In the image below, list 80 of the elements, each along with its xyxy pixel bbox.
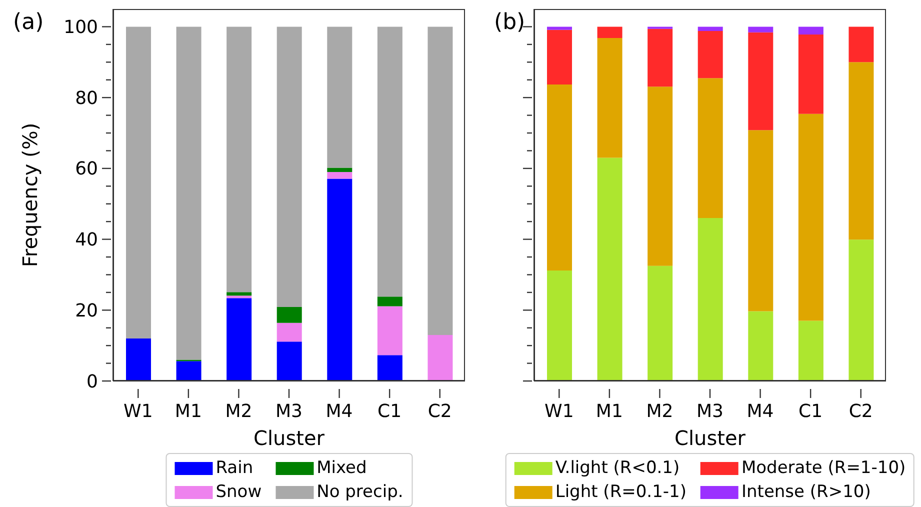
x-axis-title: Cluster (674, 426, 746, 450)
x-tick-label: M4 (746, 401, 774, 422)
legend-label: Intense (R>10) (741, 482, 871, 502)
bar (798, 320, 824, 381)
x-axis-title: Cluster (254, 426, 326, 450)
bar (698, 30, 723, 78)
x-tick-label: M2 (646, 401, 674, 422)
bar (327, 26, 352, 168)
bar (276, 322, 302, 342)
chart-title: (a) (13, 10, 44, 35)
bar (848, 26, 874, 62)
bar (698, 218, 723, 381)
bar (377, 26, 402, 297)
bar (798, 114, 824, 321)
bar (126, 338, 151, 381)
bar (226, 26, 252, 292)
y-tick-label: 40 (75, 230, 98, 251)
bar (377, 306, 402, 356)
legend-label: Snow (216, 482, 262, 502)
bar (748, 311, 774, 381)
bar (748, 130, 774, 312)
x-tick-label: M1 (596, 401, 623, 422)
x-tick-label: M1 (174, 401, 202, 422)
bar (698, 26, 723, 31)
bar (428, 26, 453, 335)
bar (377, 296, 402, 306)
legend-label: Moderate (R=1-10) (741, 458, 906, 478)
x-tick-label: M3 (276, 401, 302, 422)
bar (798, 34, 824, 114)
legend-label: Rain (216, 458, 254, 478)
bar (176, 361, 202, 381)
bar (648, 266, 673, 381)
bar (648, 86, 673, 266)
bar (276, 342, 302, 381)
bar (226, 296, 252, 298)
x-tick-label: C1 (798, 401, 823, 422)
x-tick-label: W1 (124, 401, 153, 422)
legend-label: V.light (R<0.1) (555, 458, 680, 478)
x-tick-label: C1 (378, 401, 402, 422)
x-tick-label: M2 (225, 401, 252, 422)
bar (748, 32, 774, 130)
y-tick-label: 60 (75, 158, 98, 180)
bar (698, 78, 723, 218)
chart-title: (b) (494, 10, 526, 35)
bar (597, 158, 622, 381)
y-tick-label: 0 (86, 371, 98, 392)
bar (126, 26, 151, 338)
bar (597, 38, 622, 158)
bar (798, 26, 824, 35)
bar (176, 26, 202, 360)
bar (547, 26, 572, 30)
bar (226, 298, 252, 381)
bar (748, 26, 774, 32)
y-tick-label: 80 (75, 88, 98, 109)
legend-label: No precip. (316, 482, 404, 502)
bar (848, 240, 874, 381)
x-tick-label: C2 (848, 401, 873, 422)
bar (547, 30, 572, 84)
y-tick-label: 100 (64, 17, 98, 38)
x-tick-label: W1 (544, 401, 574, 422)
bar (377, 355, 402, 381)
bar (327, 168, 352, 172)
x-tick-label: M4 (326, 401, 353, 422)
x-tick-label: M3 (696, 401, 724, 422)
legend-label: Light (R=0.1-1) (555, 482, 686, 502)
bar (597, 26, 622, 38)
bar (327, 172, 352, 179)
bar (428, 334, 453, 381)
y-axis-title: Frequency (%) (18, 122, 42, 268)
bar (226, 292, 252, 296)
y-tick-label: 20 (75, 300, 98, 322)
bar (327, 178, 352, 381)
bar (276, 306, 302, 323)
bar (848, 62, 874, 240)
bar (547, 270, 572, 381)
bar (648, 28, 673, 87)
x-tick-label: C2 (428, 401, 452, 422)
legend-label: Mixed (316, 458, 367, 478)
bar (547, 84, 572, 270)
bar (276, 26, 302, 307)
